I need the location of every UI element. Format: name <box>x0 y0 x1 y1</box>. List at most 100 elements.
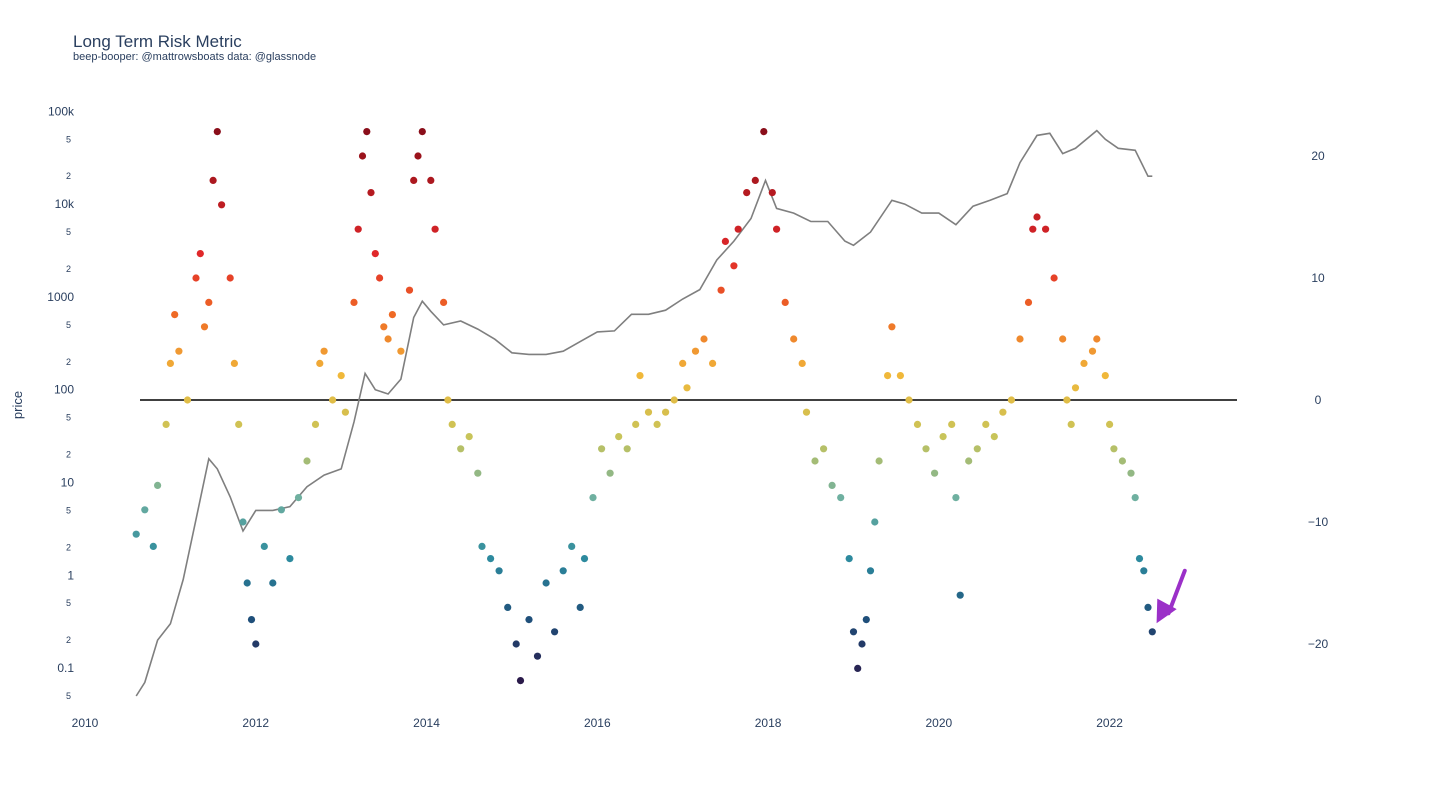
risk-point <box>811 457 819 465</box>
risk-point <box>828 481 836 489</box>
risk-point <box>691 347 700 355</box>
risk-point <box>858 640 866 648</box>
risk-point <box>717 286 725 294</box>
risk-point <box>551 628 559 636</box>
y-tick-label: 0.1 <box>57 661 74 675</box>
y-minor-tick-label: 2 <box>66 357 71 367</box>
y-minor-tick-label: 2 <box>66 635 71 645</box>
risk-point <box>171 311 179 319</box>
y2-axis-ticks: 20 10 0 −10 −20 <box>1308 149 1329 651</box>
risk-point <box>504 603 512 612</box>
risk-point <box>350 298 358 306</box>
risk-point <box>235 420 243 428</box>
y-axis-label: price <box>10 391 25 419</box>
risk-point <box>952 494 960 502</box>
risk-point <box>576 603 584 612</box>
risk-point <box>802 408 811 416</box>
risk-point <box>751 176 759 184</box>
risk-point <box>884 372 892 380</box>
risk-point <box>192 274 200 282</box>
risk-point <box>397 347 405 355</box>
risk-point <box>149 542 157 551</box>
risk-point <box>1110 445 1118 453</box>
y-minor-tick-label: 5 <box>66 134 71 144</box>
risk-point <box>239 518 247 526</box>
risk-point <box>218 201 226 209</box>
risk-point <box>380 323 388 331</box>
risk-point <box>277 506 285 514</box>
y2-tick-label: 10 <box>1311 271 1325 285</box>
risk-point <box>457 445 465 453</box>
risk-point <box>939 433 947 441</box>
risk-point <box>1140 567 1148 575</box>
risk-point <box>1135 555 1144 563</box>
risk-point <box>1118 457 1126 465</box>
risk-point <box>367 189 375 197</box>
risk-point <box>875 457 883 465</box>
risk-point <box>1042 225 1050 233</box>
y-tick-label: 10 <box>61 475 75 489</box>
arrow-head <box>1156 598 1177 624</box>
y-minor-tick-label: 5 <box>66 227 71 237</box>
risk-point <box>721 237 730 245</box>
risk-point <box>670 396 678 404</box>
risk-point <box>183 396 192 404</box>
y-minor-tick-label: 5 <box>66 598 71 608</box>
risk-point <box>931 469 939 477</box>
risk-point <box>623 445 631 453</box>
risk-point <box>162 420 170 428</box>
risk-point <box>465 433 473 441</box>
y-minor-tick-label: 2 <box>66 264 71 274</box>
risk-point <box>205 298 213 306</box>
risk-point <box>862 616 870 624</box>
risk-point <box>444 396 452 404</box>
risk-point <box>734 225 742 233</box>
risk-point <box>405 286 414 294</box>
risk-point <box>845 555 853 563</box>
risk-point <box>410 176 418 184</box>
risk-point <box>1067 420 1075 428</box>
risk-point <box>337 372 345 380</box>
chart-subtitle: beep-booper: @mattrowsboats data: @glass… <box>73 51 317 63</box>
annotation-group <box>1156 568 1187 624</box>
risk-point <box>474 469 482 477</box>
risk-point <box>1093 335 1101 343</box>
risk-point <box>316 359 324 367</box>
risk-point <box>226 274 234 282</box>
risk-point <box>252 640 260 648</box>
risk-point <box>871 518 879 526</box>
y-minor-tick-label: 5 <box>66 320 71 330</box>
risk-point <box>440 298 448 306</box>
risk-point <box>849 628 858 636</box>
risk-point <box>730 262 738 270</box>
risk-point <box>709 359 717 367</box>
y-minor-tick-label: 2 <box>66 171 71 181</box>
risk-point <box>773 225 781 233</box>
risk-point <box>896 372 905 380</box>
risk-point <box>213 128 221 136</box>
risk-point <box>533 652 542 660</box>
y-minor-tick-label: 2 <box>66 542 71 552</box>
risk-point <box>1127 469 1135 477</box>
risk-point <box>1033 213 1041 221</box>
risk-point <box>209 176 217 184</box>
risk-point <box>973 445 981 453</box>
risk-point <box>1016 335 1024 343</box>
risk-point <box>598 445 606 453</box>
risk-point <box>448 420 456 428</box>
risk-point <box>487 555 495 563</box>
risk-point <box>1029 225 1037 233</box>
risk-point <box>358 152 367 160</box>
risk-point <box>376 274 384 282</box>
risk-point <box>700 335 708 343</box>
risk-point <box>354 225 362 233</box>
risk-point <box>141 506 149 514</box>
risk-point <box>798 359 806 367</box>
risk-point <box>371 250 379 258</box>
risk-point <box>854 664 862 673</box>
risk-point <box>427 176 435 184</box>
risk-point <box>837 494 845 502</box>
risk-point <box>866 567 875 575</box>
risk-point <box>196 250 204 258</box>
